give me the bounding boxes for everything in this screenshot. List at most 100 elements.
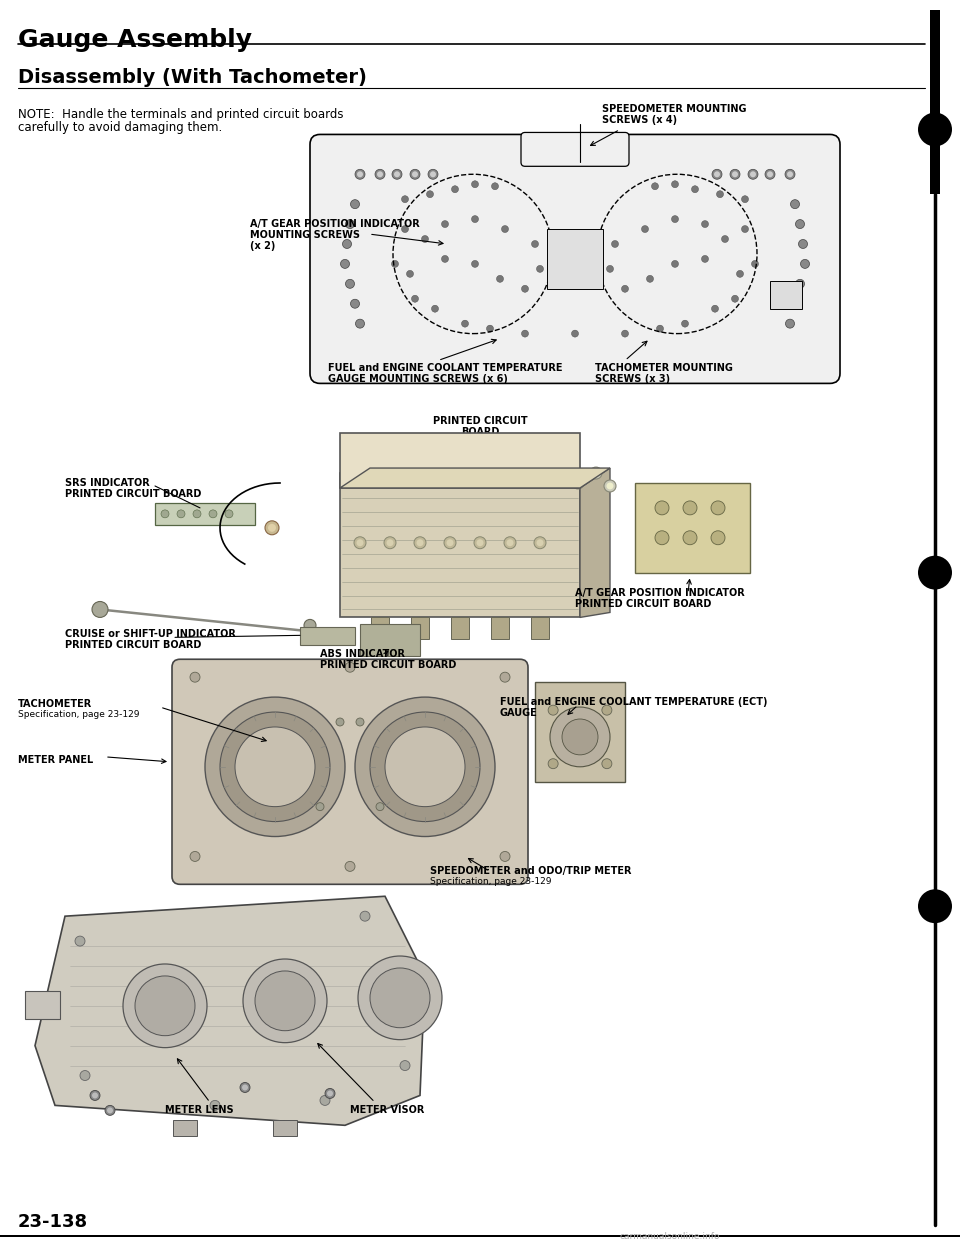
Circle shape [243, 959, 327, 1042]
Circle shape [532, 241, 539, 247]
Circle shape [537, 266, 543, 272]
FancyBboxPatch shape [310, 134, 840, 384]
FancyBboxPatch shape [340, 433, 580, 488]
Text: METER LENS: METER LENS [165, 1105, 233, 1115]
Circle shape [796, 279, 804, 288]
Circle shape [571, 242, 579, 250]
Circle shape [787, 171, 793, 178]
Circle shape [401, 226, 409, 232]
Circle shape [392, 169, 402, 179]
Circle shape [918, 889, 952, 923]
Circle shape [641, 226, 649, 232]
Circle shape [918, 555, 952, 590]
Bar [535, 682, 625, 781]
Circle shape [521, 286, 529, 292]
Circle shape [474, 537, 486, 549]
Polygon shape [35, 897, 425, 1125]
Circle shape [417, 539, 423, 546]
FancyBboxPatch shape [770, 281, 802, 309]
Circle shape [492, 183, 498, 190]
Bar [360, 625, 420, 656]
Circle shape [504, 537, 516, 549]
Circle shape [796, 220, 804, 229]
Text: PRINTED CIRCUIT BOARD: PRINTED CIRCUIT BOARD [575, 599, 711, 609]
Circle shape [500, 672, 510, 682]
Circle shape [732, 171, 738, 178]
Circle shape [346, 220, 354, 229]
Circle shape [714, 171, 720, 178]
Circle shape [92, 1093, 98, 1098]
Circle shape [205, 697, 345, 837]
Circle shape [90, 1090, 100, 1100]
Text: (x 2): (x 2) [250, 241, 276, 251]
Circle shape [406, 271, 414, 277]
Bar [491, 617, 509, 640]
Circle shape [716, 191, 724, 197]
Circle shape [501, 226, 509, 232]
Text: FUEL and ENGINE COOLANT TEMPERATURE: FUEL and ENGINE COOLANT TEMPERATURE [328, 364, 563, 374]
Circle shape [235, 727, 315, 806]
Circle shape [400, 1061, 410, 1071]
Circle shape [590, 467, 602, 479]
Circle shape [471, 261, 478, 267]
Circle shape [550, 707, 610, 766]
Circle shape [691, 186, 699, 193]
Circle shape [602, 759, 612, 769]
Circle shape [412, 171, 418, 178]
Circle shape [442, 221, 448, 227]
Circle shape [357, 171, 363, 178]
Circle shape [355, 697, 495, 837]
Polygon shape [580, 468, 610, 617]
Circle shape [80, 1071, 90, 1081]
Bar [155, 503, 255, 525]
Circle shape [571, 330, 579, 337]
Circle shape [671, 216, 679, 222]
Circle shape [451, 186, 459, 193]
Circle shape [431, 306, 439, 312]
Circle shape [336, 718, 344, 727]
Circle shape [412, 296, 419, 302]
Circle shape [790, 299, 800, 308]
Circle shape [487, 325, 493, 332]
Text: SRS INDICATOR: SRS INDICATOR [65, 478, 150, 488]
Circle shape [657, 325, 663, 332]
Circle shape [621, 330, 629, 337]
Circle shape [123, 964, 207, 1048]
Circle shape [242, 1084, 248, 1090]
Text: CRUISE or SHIFT-UP INDICATOR: CRUISE or SHIFT-UP INDICATOR [65, 630, 236, 640]
Circle shape [711, 530, 725, 545]
Circle shape [702, 221, 708, 227]
Circle shape [320, 1095, 330, 1105]
Circle shape [210, 1100, 220, 1110]
Text: Specification, page 23-129: Specification, page 23-129 [18, 710, 139, 719]
Circle shape [748, 169, 758, 179]
Circle shape [355, 319, 365, 328]
Circle shape [554, 469, 566, 482]
Bar [300, 627, 355, 646]
Text: HOUSING: HOUSING [340, 456, 391, 466]
Circle shape [785, 319, 795, 328]
Circle shape [655, 530, 669, 545]
Circle shape [534, 537, 546, 549]
Circle shape [385, 727, 465, 806]
Circle shape [732, 296, 738, 302]
Bar [930, 10, 940, 194]
Bar [451, 617, 469, 640]
Circle shape [356, 718, 364, 727]
Circle shape [551, 246, 559, 252]
Circle shape [671, 181, 679, 188]
Circle shape [426, 191, 434, 197]
Bar [25, 991, 60, 1018]
Circle shape [741, 226, 749, 232]
Text: PRINTED CIRCUIT BOARD: PRINTED CIRCUIT BOARD [65, 489, 202, 499]
Circle shape [414, 537, 426, 549]
Bar [411, 617, 429, 640]
Circle shape [741, 196, 749, 202]
Text: PRINTED CIRCUIT: PRINTED CIRCUIT [433, 416, 527, 426]
Circle shape [356, 539, 364, 546]
Circle shape [750, 171, 756, 178]
Circle shape [350, 200, 359, 209]
Circle shape [655, 501, 669, 515]
Circle shape [604, 479, 616, 492]
Circle shape [548, 759, 558, 769]
